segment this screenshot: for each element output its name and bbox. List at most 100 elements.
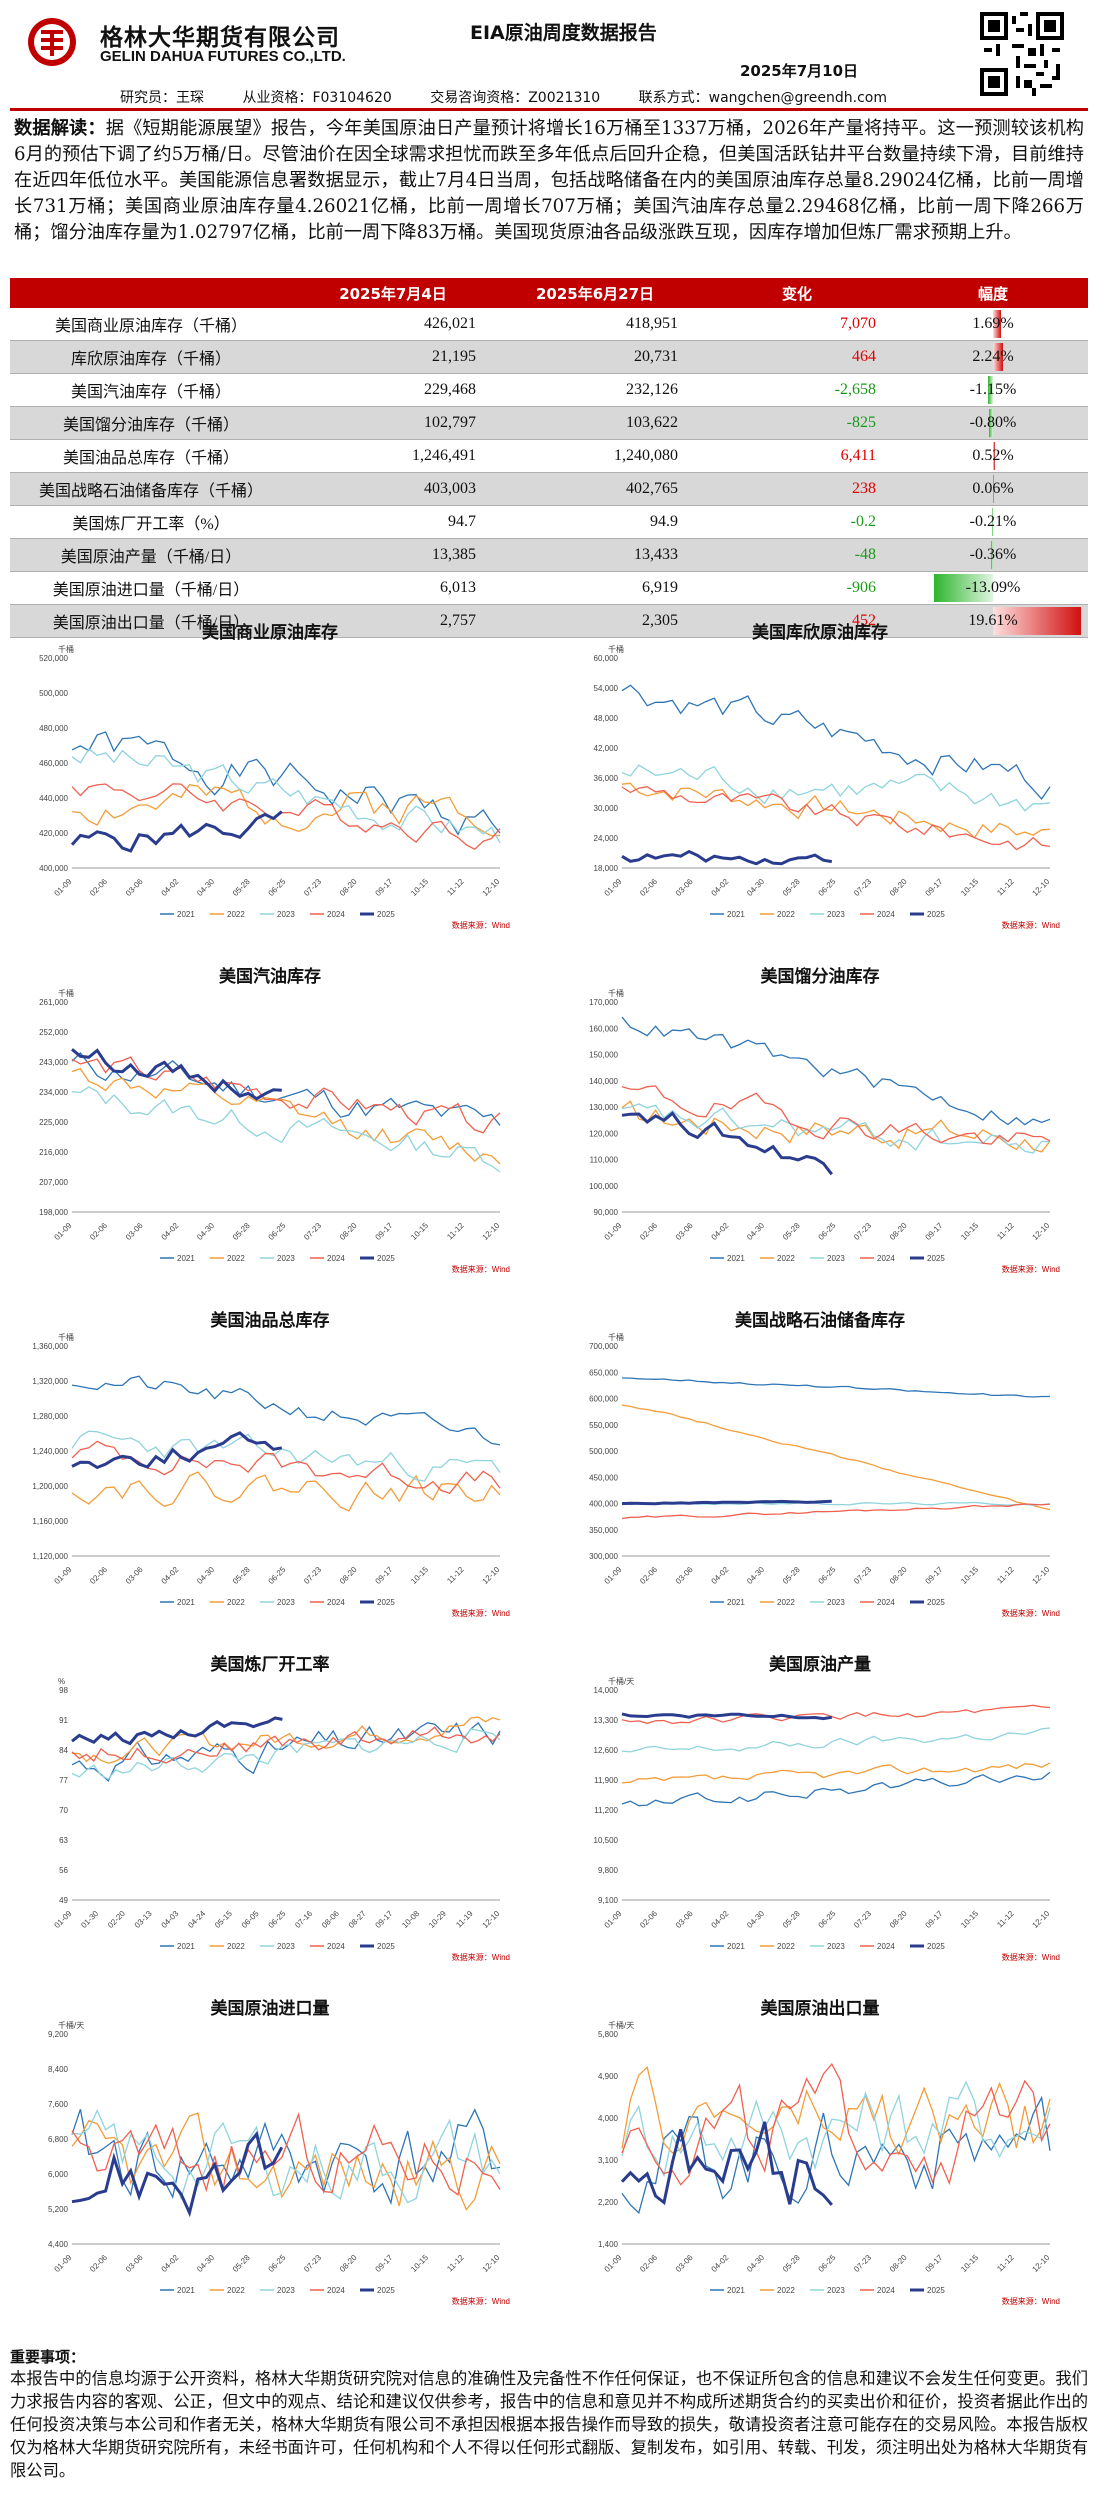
x-tick-label: 04-30 [195, 877, 216, 898]
y-tick-label: 4,000 [598, 2114, 619, 2123]
legend-label: 2021 [177, 1942, 195, 1951]
legend-label: 2022 [227, 1942, 245, 1951]
x-tick-label: 02-06 [638, 2253, 659, 2274]
x-tick-label: 11-12 [445, 877, 466, 898]
legend-label: 2021 [727, 2286, 745, 2295]
legend-label: 2025 [927, 1254, 945, 1263]
important-notice: 重要事项： 本报告中的信息均源于公开资料，格林大华期货研究院对信息的准确性及完备… [10, 2346, 1088, 2482]
legend-label: 2021 [177, 1254, 195, 1263]
x-tick-label: 12-10 [1031, 2253, 1052, 2274]
x-tick-label: 12-10 [481, 1221, 502, 1242]
series-line-2025 [621, 849, 833, 866]
x-tick-label: 01-09 [603, 2253, 624, 2274]
series-line-2025 [71, 1716, 283, 1746]
y-tick-label: 350,000 [589, 1526, 618, 1535]
x-tick-label: 05-28 [231, 1565, 252, 1586]
x-tick-label: 04-30 [195, 2253, 216, 2274]
header-percent: 幅度 [898, 278, 1088, 308]
change-value: 238 [696, 472, 898, 506]
legend-label: 2024 [877, 2286, 895, 2295]
chart-title: 美国馏分油库存 [760, 967, 880, 987]
x-tick-label: 08-20 [888, 1221, 909, 1242]
chart-title: 美国战略石油储备库存 [735, 1311, 905, 1331]
researcher-info: 研究员：王琛 从业资格：F03104620 交易咨询资格：Z0021310 联系… [120, 87, 921, 107]
table-row: 美国汽油库存（千桶） 229,468 232,126 -2,658 -1.15% [10, 373, 1088, 407]
series-line-2025 [621, 1499, 832, 1506]
x-tick-label: 06-25 [817, 2253, 838, 2274]
unit-label: 千桶/天 [58, 2020, 84, 2030]
y-tick-label: 77 [59, 1776, 68, 1785]
x-tick-label: 05-28 [231, 877, 252, 898]
x-tick-label: 06-25 [817, 1221, 838, 1242]
series-line-2024 [71, 1056, 501, 1134]
y-tick-label: 36,000 [594, 774, 619, 783]
x-tick-label: 05-28 [781, 1565, 802, 1586]
x-tick-label: 10-29 [427, 1909, 448, 1930]
x-tick-label: 02-06 [88, 1565, 109, 1586]
y-tick-label: 600,000 [589, 1395, 618, 1404]
previous-value: 2,305 [494, 604, 696, 638]
y-tick-label: 4,400 [48, 2240, 69, 2249]
x-tick-label: 01-09 [53, 1565, 74, 1586]
percent-value: -13.09% [965, 579, 1021, 596]
y-tick-label: 11,200 [594, 1806, 618, 1815]
series-line-2021 [71, 1052, 501, 1126]
series-line-2021 [621, 1016, 1051, 1126]
y-tick-label: 3,100 [598, 2156, 619, 2165]
y-tick-label: 6,000 [48, 2170, 69, 2179]
series-line-2023 [621, 1727, 1051, 1753]
x-tick-label: 12-10 [1031, 1909, 1052, 1930]
legend-label: 2022 [777, 910, 795, 919]
legend-label: 2023 [277, 1598, 295, 1607]
y-tick-label: 9,800 [598, 1866, 619, 1875]
chart-title: 美国原油出口量 [760, 1999, 880, 2019]
previous-value: 232,126 [494, 373, 696, 407]
x-tick-label: 11-12 [995, 2253, 1016, 2274]
chart-title: 美国库欣原油库存 [752, 623, 888, 643]
source-label: 数据来源：Wind [452, 1608, 510, 1618]
chart-3: 美国汽油库存 千桶 261,000 252,000 243,000 234,000 225,… [10, 962, 530, 1274]
company-name-cn: 格林大华期货有限公司 [100, 25, 340, 51]
previous-value: 13,433 [494, 538, 696, 572]
x-tick-label: 03-06 [124, 2253, 145, 2274]
x-tick-label: 09-17 [924, 1909, 945, 1930]
legend-label: 2022 [227, 2286, 245, 2295]
table-header-row: 2025年7月4日 2025年6月27日 变化 幅度 [10, 278, 1088, 308]
percent-value: -1.15% [969, 381, 1017, 398]
x-tick-label: 08-27 [347, 1909, 368, 1930]
x-tick-label: 04-02 [160, 1565, 181, 1586]
header-name [10, 278, 292, 308]
y-tick-label: 252,000 [39, 1028, 68, 1037]
x-tick-label: 08-20 [338, 1565, 359, 1586]
current-value: 426,021 [292, 308, 494, 341]
interpretation-label: 数据解读： [14, 118, 106, 139]
current-value: 102,797 [292, 406, 494, 440]
x-tick-label: 09-17 [374, 1909, 395, 1930]
x-tick-label: 03-06 [674, 1221, 695, 1242]
y-tick-label: 1,320,000 [32, 1377, 68, 1386]
y-tick-label: 1,400 [598, 2240, 619, 2249]
legend-label: 2024 [327, 1942, 345, 1951]
current-value: 1,246,491 [292, 439, 494, 473]
y-tick-label: 550,000 [589, 1421, 618, 1430]
series-line-2025 [71, 2130, 284, 2218]
table-row: 美国炼厂开工率（%） 94.7 94.9 -0.2 -0.21% [10, 505, 1088, 539]
percent-databar [993, 343, 1004, 371]
x-tick-label: 12-10 [481, 1565, 502, 1586]
change-value: 6,411 [696, 439, 898, 473]
x-tick-label: 04-30 [745, 2253, 766, 2274]
y-tick-label: 700,000 [589, 1342, 618, 1351]
percent-value: 1.69% [972, 315, 1014, 332]
x-tick-label: 10-15 [409, 877, 430, 898]
percent-cell: 1.69% [898, 308, 1088, 341]
series-line-2025 [71, 1048, 282, 1101]
x-tick-label: 11-12 [445, 2253, 466, 2274]
x-tick-label: 04-30 [195, 1221, 216, 1242]
y-tick-label: 160,000 [589, 1024, 618, 1033]
header-current-week: 2025年7月4日 [292, 278, 494, 308]
legend-label: 2024 [327, 910, 345, 919]
x-tick-label: 07-23 [852, 1565, 873, 1586]
x-tick-label: 07-23 [302, 2253, 323, 2274]
x-tick-label: 11-12 [445, 1221, 466, 1242]
